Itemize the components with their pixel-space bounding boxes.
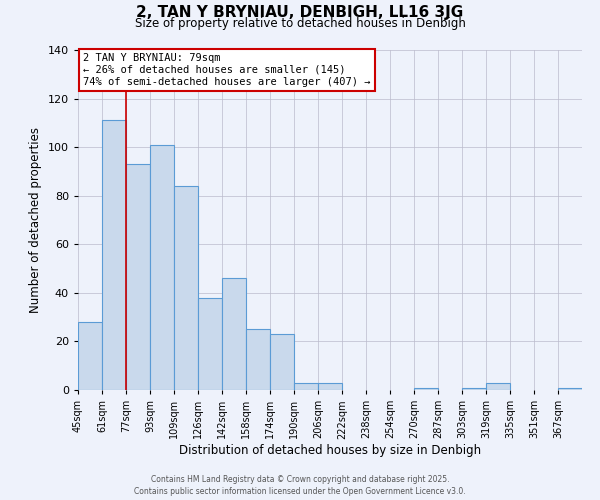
Bar bbox=[198, 298, 222, 390]
Bar bbox=[78, 322, 102, 390]
X-axis label: Distribution of detached houses by size in Denbigh: Distribution of detached houses by size … bbox=[179, 444, 481, 457]
Bar bbox=[462, 388, 486, 390]
Text: 2 TAN Y BRYNIAU: 79sqm
← 26% of detached houses are smaller (145)
74% of semi-de: 2 TAN Y BRYNIAU: 79sqm ← 26% of detached… bbox=[83, 54, 371, 86]
Bar bbox=[294, 382, 318, 390]
Bar bbox=[318, 382, 342, 390]
Bar bbox=[102, 120, 126, 390]
Text: 2, TAN Y BRYNIAU, DENBIGH, LL16 3JG: 2, TAN Y BRYNIAU, DENBIGH, LL16 3JG bbox=[136, 6, 464, 20]
Text: Size of property relative to detached houses in Denbigh: Size of property relative to detached ho… bbox=[134, 18, 466, 30]
Bar bbox=[246, 330, 270, 390]
Y-axis label: Number of detached properties: Number of detached properties bbox=[29, 127, 42, 313]
Bar bbox=[270, 334, 294, 390]
Bar bbox=[414, 388, 438, 390]
Bar bbox=[126, 164, 150, 390]
Bar bbox=[150, 144, 174, 390]
Bar bbox=[174, 186, 198, 390]
Bar bbox=[558, 388, 582, 390]
Text: Contains HM Land Registry data © Crown copyright and database right 2025.
Contai: Contains HM Land Registry data © Crown c… bbox=[134, 474, 466, 496]
Bar bbox=[486, 382, 510, 390]
Bar bbox=[222, 278, 246, 390]
